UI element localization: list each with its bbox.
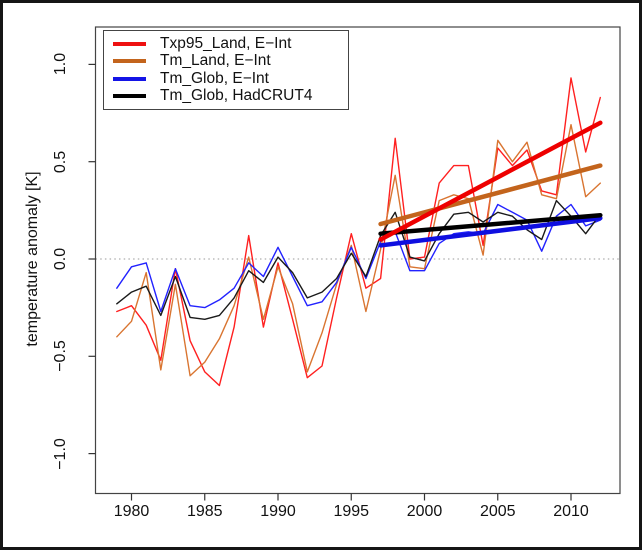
y-tick-label: −1.0 xyxy=(52,437,69,470)
legend-item-txp95-land: Txp95_Land, E−Int xyxy=(104,35,348,52)
chart-plot-area xyxy=(88,26,621,501)
legend-line-swatch-red xyxy=(113,41,146,46)
plot-border xyxy=(94,26,621,495)
x-tick-label: 2005 xyxy=(479,503,516,520)
trend-line-trend-tm-land-e-int xyxy=(378,163,603,227)
legend-line-swatch-blue xyxy=(113,76,146,81)
x-tick-label: 2010 xyxy=(553,503,589,520)
legend-item-tm-glob-eint: Tm_Glob, E−Int xyxy=(104,70,348,87)
y-tick-label: 1.0 xyxy=(52,53,69,76)
legend-label: Tm_Glob, E−Int xyxy=(160,69,269,87)
trend-line-trend-tm-glob-e-int xyxy=(378,215,603,248)
series-line-txp95-land-e-int xyxy=(116,77,601,387)
trend-line-trend-txp95-land-e-int xyxy=(378,120,603,242)
legend-line-swatch-black xyxy=(113,94,146,99)
trend-line-trend-tm-glob-hadcrut4 xyxy=(378,212,603,236)
legend-item-tm-land: Tm_Land, E−Int xyxy=(104,53,348,70)
y-axis-title: temperature anomaly [K] xyxy=(24,171,41,347)
x-tick-label: 1985 xyxy=(186,503,223,520)
y-tick-label: 0.0 xyxy=(52,247,69,271)
x-tick-label: 2000 xyxy=(406,503,443,520)
y-tick-label: 0.5 xyxy=(52,150,69,173)
legend-line-swatch-orange xyxy=(113,59,146,64)
x-tick-label: 1990 xyxy=(260,503,296,520)
series-line-tm-land-e-int xyxy=(116,123,601,377)
legend-item-tm-glob-hadcrut4: Tm_Glob, HadCRUT4 xyxy=(104,88,348,105)
x-tick-label: 1995 xyxy=(333,503,370,520)
x-tick-label: 1980 xyxy=(113,503,150,520)
legend-label: Txp95_Land, E−Int xyxy=(160,34,292,52)
series-line-tm-glob-e-int xyxy=(116,203,601,313)
y-tick-label: −0.5 xyxy=(52,340,69,373)
legend-label: Tm_Land, E−Int xyxy=(160,52,271,70)
legend-label: Tm_Glob, HadCRUT4 xyxy=(160,87,313,105)
legend-box: Txp95_Land, E−Int Tm_Land, E−Int Tm_Glob… xyxy=(103,30,349,110)
